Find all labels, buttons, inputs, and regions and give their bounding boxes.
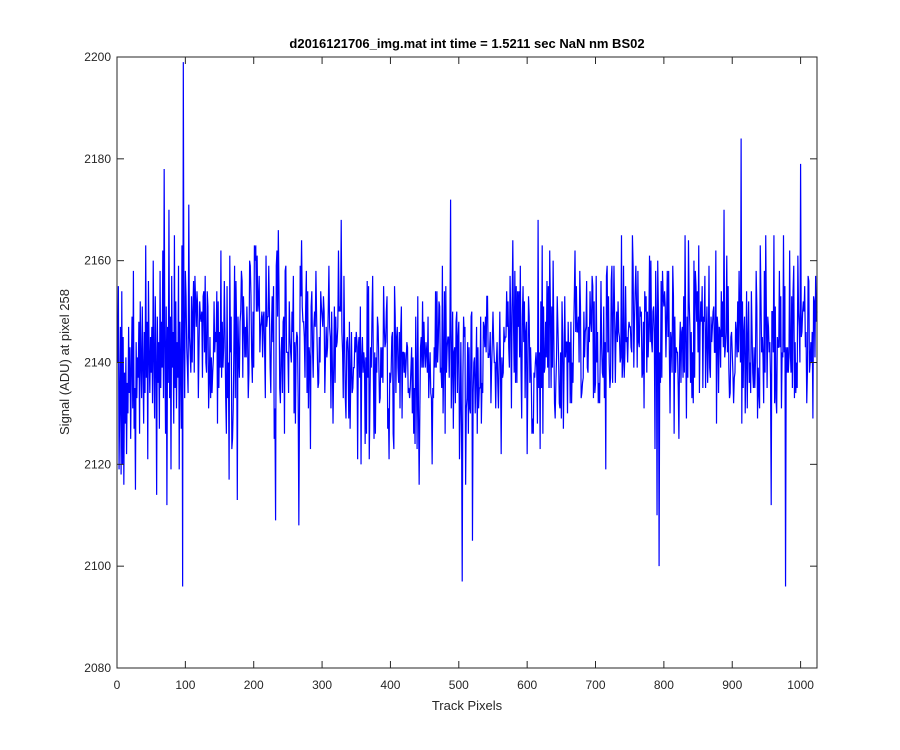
y-tick-label: 2100: [84, 559, 111, 573]
x-tick-label: 900: [722, 678, 742, 692]
x-tick-label: 800: [654, 678, 674, 692]
y-axis: 2080 2100 2120 2140 2160 2180 2200: [84, 50, 817, 675]
x-tick-label: 500: [449, 678, 469, 692]
y-tick-label: 2160: [84, 254, 111, 268]
y-tick-label: 2080: [84, 661, 111, 675]
y-tick-label: 2200: [84, 50, 111, 64]
x-tick-label: 100: [175, 678, 195, 692]
chart-title: d2016121706_img.mat int time = 1.5211 se…: [289, 36, 644, 51]
y-tick-label: 2140: [84, 356, 111, 370]
x-axis-label: Track Pixels: [432, 698, 503, 713]
x-tick-label: 700: [586, 678, 606, 692]
x-tick-label: 1000: [787, 678, 814, 692]
y-tick-label: 2120: [84, 457, 111, 471]
data-layer: [117, 62, 818, 587]
x-tick-label: 200: [244, 678, 264, 692]
x-tick-label: 0: [114, 678, 121, 692]
x-axis: 0 100 200 300 400 500 600 700 800 900 1000: [114, 57, 814, 692]
x-tick-label: 400: [380, 678, 400, 692]
y-tick-label: 2180: [84, 152, 111, 166]
y-axis-label: Signal (ADU) at pixel 258: [57, 289, 72, 435]
signal-series-line: [117, 62, 818, 587]
x-tick-label: 300: [312, 678, 332, 692]
x-tick-label: 600: [517, 678, 537, 692]
